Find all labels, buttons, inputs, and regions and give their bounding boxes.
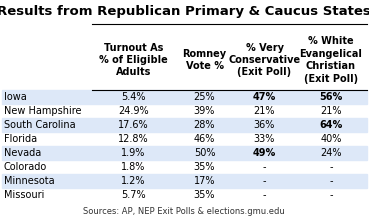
Text: 35%: 35% (194, 190, 215, 200)
Text: % Very
Conservative
(Exit Poll): % Very Conservative (Exit Poll) (228, 43, 301, 77)
Text: Sources: AP, NEP Exit Polls & elections.gmu.edu: Sources: AP, NEP Exit Polls & elections.… (83, 207, 285, 215)
Text: -: - (329, 162, 333, 172)
Text: 17.6%: 17.6% (118, 120, 149, 130)
Text: -: - (263, 190, 266, 200)
Text: Nevada: Nevada (4, 148, 41, 158)
Text: -: - (329, 176, 333, 186)
Text: 35%: 35% (194, 162, 215, 172)
Text: 36%: 36% (254, 120, 275, 130)
Text: 49%: 49% (253, 148, 276, 158)
Text: 28%: 28% (194, 120, 215, 130)
Text: 5.7%: 5.7% (121, 190, 146, 200)
Text: 25%: 25% (194, 92, 215, 102)
Text: 21%: 21% (254, 106, 275, 116)
Text: New Hampshire: New Hampshire (4, 106, 82, 116)
Text: -: - (329, 190, 333, 200)
Text: 1.8%: 1.8% (121, 162, 146, 172)
Text: 21%: 21% (320, 106, 342, 116)
Text: 12.8%: 12.8% (118, 134, 149, 144)
Text: Minnesota: Minnesota (4, 176, 55, 186)
Text: 33%: 33% (254, 134, 275, 144)
Text: % White
Evangelical
Christian
(Exit Poll): % White Evangelical Christian (Exit Poll… (300, 36, 362, 84)
Text: 46%: 46% (194, 134, 215, 144)
Text: 40%: 40% (320, 134, 342, 144)
Text: -: - (263, 162, 266, 172)
Text: Turnout As
% of Eligible
Adults: Turnout As % of Eligible Adults (99, 43, 168, 77)
Text: Colorado: Colorado (4, 162, 47, 172)
Text: 50%: 50% (194, 148, 215, 158)
Text: 39%: 39% (194, 106, 215, 116)
Text: Missouri: Missouri (4, 190, 44, 200)
Text: 1.9%: 1.9% (121, 148, 146, 158)
Text: 64%: 64% (320, 120, 343, 130)
Text: Romney
Vote %: Romney Vote % (182, 49, 227, 71)
Text: 47%: 47% (253, 92, 276, 102)
Text: Iowa: Iowa (4, 92, 27, 102)
Text: 17%: 17% (194, 176, 215, 186)
Text: 1.2%: 1.2% (121, 176, 146, 186)
Text: 5.4%: 5.4% (121, 92, 146, 102)
Text: 56%: 56% (320, 92, 343, 102)
Text: -: - (263, 176, 266, 186)
Text: Florida: Florida (4, 134, 37, 144)
Text: 24.9%: 24.9% (118, 106, 149, 116)
Text: South Carolina: South Carolina (4, 120, 76, 130)
Text: 24%: 24% (320, 148, 342, 158)
Text: Results from Republican Primary & Caucus States: Results from Republican Primary & Caucus… (0, 5, 369, 18)
